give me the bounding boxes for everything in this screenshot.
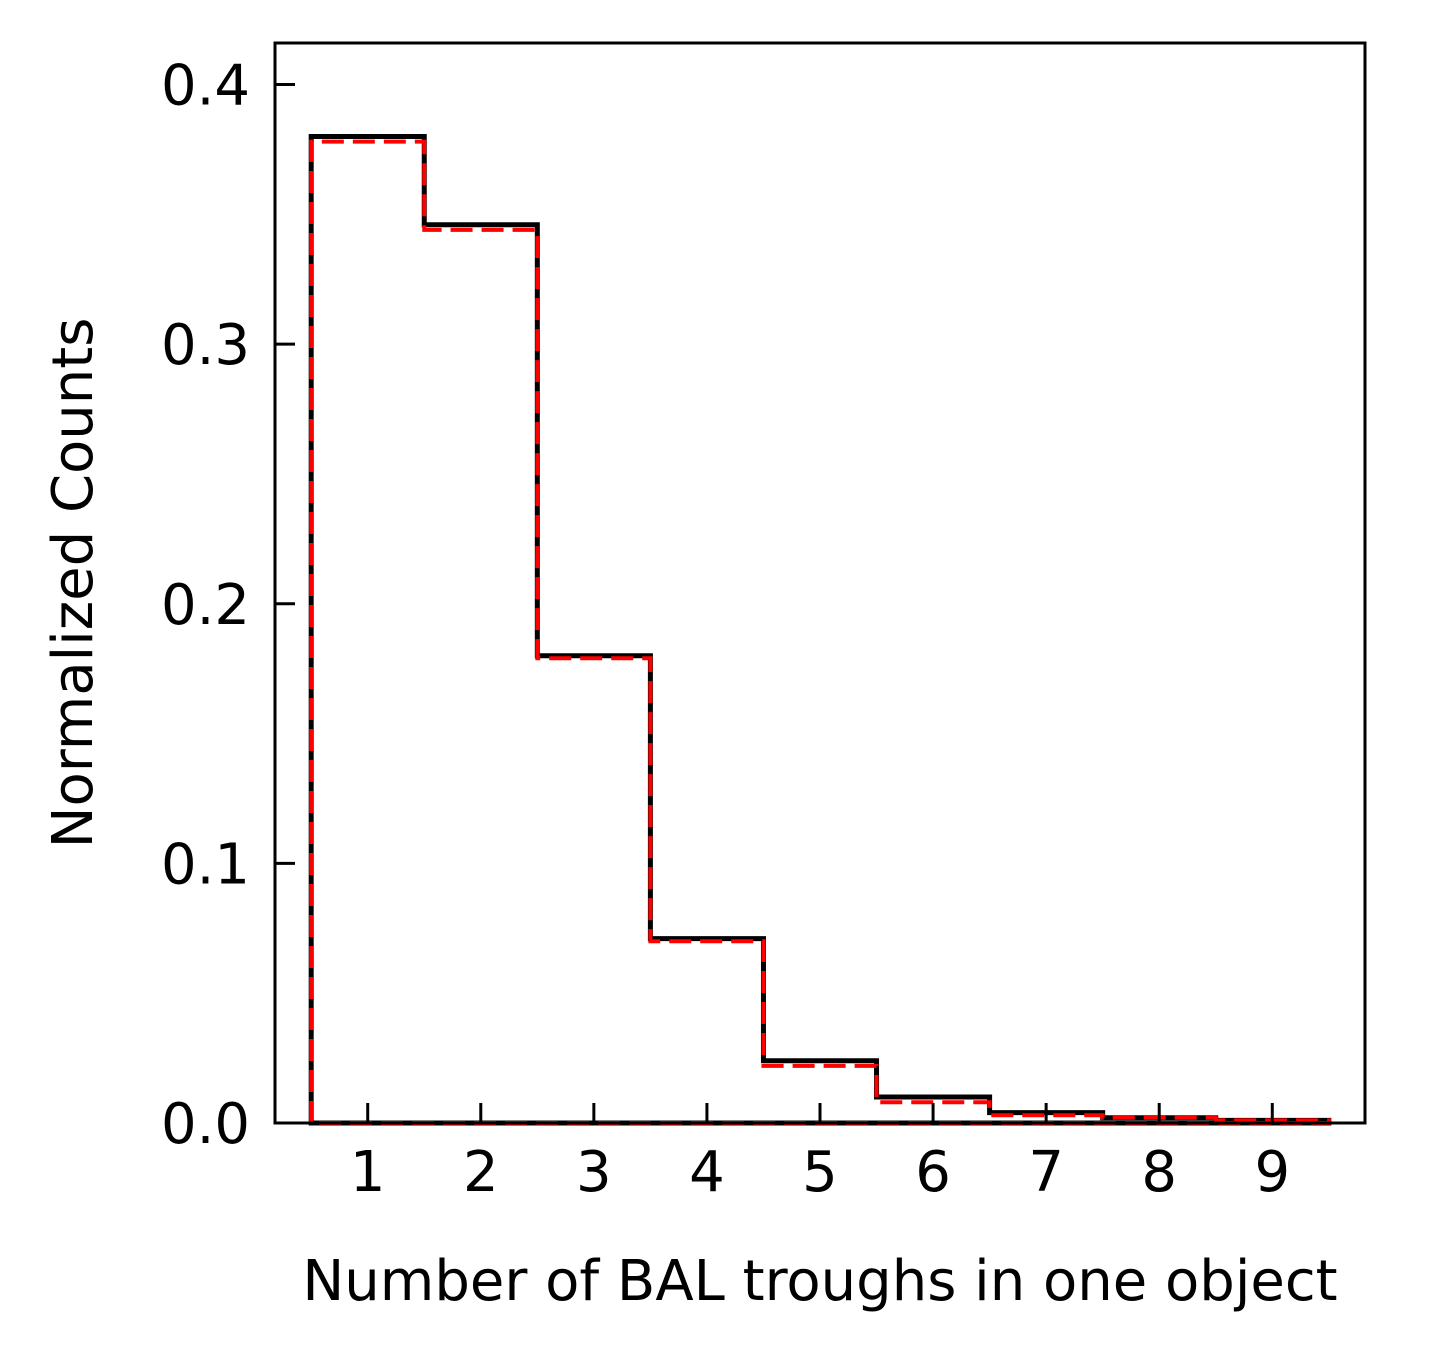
- y-tick-label: 0.0: [161, 1092, 250, 1157]
- x-tick-label: 5: [802, 1140, 838, 1205]
- x-tick-label: 1: [350, 1140, 386, 1205]
- y-tick-label: 0.1: [161, 832, 250, 897]
- y-tick-label: 0.2: [161, 573, 250, 638]
- histogram-series-2: [309, 139, 1331, 1125]
- series-layer: [308, 133, 1332, 1126]
- plot-frame: [273, 41, 1367, 1125]
- y-tick-label: 0.3: [161, 313, 250, 378]
- x-tick-label: 8: [1141, 1140, 1177, 1205]
- x-tick-label: 6: [915, 1140, 951, 1205]
- ticks-layer: 1 2 3 4 5 6 7 8 9 0.0 0.1 0.2 0.3 0.4: [161, 54, 1290, 1205]
- x-tick-label: 9: [1254, 1140, 1290, 1205]
- x-axis-label: Number of BAL troughs in one object: [302, 1249, 1337, 1314]
- x-tick-label: 7: [1028, 1140, 1064, 1205]
- x-tick-label: 2: [463, 1140, 499, 1205]
- y-tick-label: 0.4: [161, 54, 250, 119]
- x-tick-label: 4: [689, 1140, 725, 1205]
- x-tick-label: 3: [576, 1140, 612, 1205]
- y-axis-label: Normalized Counts: [41, 318, 106, 849]
